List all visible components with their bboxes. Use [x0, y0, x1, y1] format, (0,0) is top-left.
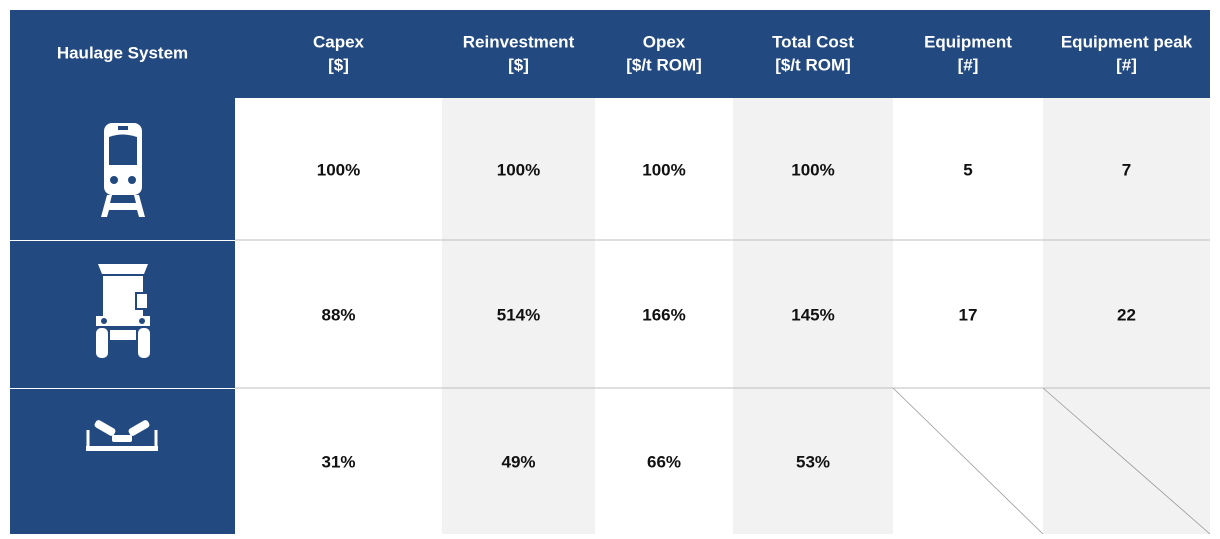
truck-icon: [98, 264, 148, 274]
cell-value: 100%: [642, 160, 685, 179]
cell-value: 514%: [497, 305, 540, 324]
conveyor-icon: [128, 420, 150, 436]
header-label: Capex: [313, 32, 365, 51]
conveyor-icon: [112, 435, 132, 442]
header-unit: [$/t ROM]: [775, 55, 851, 74]
truck-icon: [138, 328, 150, 358]
cell-value: 100%: [317, 160, 360, 179]
header-bg: [10, 10, 1210, 98]
column-bg: [595, 98, 733, 534]
row-header-bg: [10, 389, 235, 534]
header-label: Reinvestment: [463, 32, 575, 51]
cell-value: 22: [1117, 305, 1136, 324]
truck-icon: [110, 330, 136, 340]
train-icon: [109, 134, 137, 165]
header-unit: [#]: [1116, 55, 1137, 74]
cell-value: 49%: [501, 452, 535, 471]
truck-icon: [96, 316, 150, 326]
header-label: Total Cost: [772, 32, 854, 51]
conveyor-icon: [94, 420, 116, 436]
cell-value: 5: [963, 160, 972, 179]
cell-value: 145%: [791, 305, 834, 324]
cell-value: 166%: [642, 305, 685, 324]
truck-icon: [139, 318, 145, 324]
icons: [86, 123, 158, 451]
train-icon: [128, 176, 136, 184]
header-label: Haulage System: [57, 43, 188, 62]
header-label: Opex: [643, 32, 686, 51]
conveyor-icon: [86, 446, 158, 451]
header-unit: [$]: [328, 55, 349, 74]
header-unit: [$/t ROM]: [626, 55, 702, 74]
train-icon: [110, 176, 118, 184]
column-bg: [235, 98, 442, 534]
header-label: Equipment: [924, 32, 1012, 51]
conveyor-icon: [86, 430, 158, 448]
cell-value: 88%: [321, 305, 355, 324]
cell-value: 17: [959, 305, 978, 324]
cell-value: 7: [1122, 160, 1131, 179]
column-bg: [733, 98, 893, 534]
header-unit: [$]: [508, 55, 529, 74]
cell-value: 31%: [321, 452, 355, 471]
column-bg: [442, 98, 595, 534]
cell-value: 100%: [497, 160, 540, 179]
truck-icon: [101, 318, 107, 324]
truck-icon: [135, 292, 149, 310]
train-icon: [101, 195, 145, 217]
empty-cell-diagonal: [892, 387, 1044, 535]
cell-value: 66%: [647, 452, 681, 471]
header-unit: [#]: [958, 55, 979, 74]
cell-value: 100%: [791, 160, 834, 179]
header-label: Equipment peak: [1061, 32, 1193, 51]
empty-cell-diagonal: [1042, 387, 1211, 535]
truck-icon: [96, 328, 108, 358]
train-icon: [118, 126, 128, 130]
cell-value: 53%: [796, 452, 830, 471]
